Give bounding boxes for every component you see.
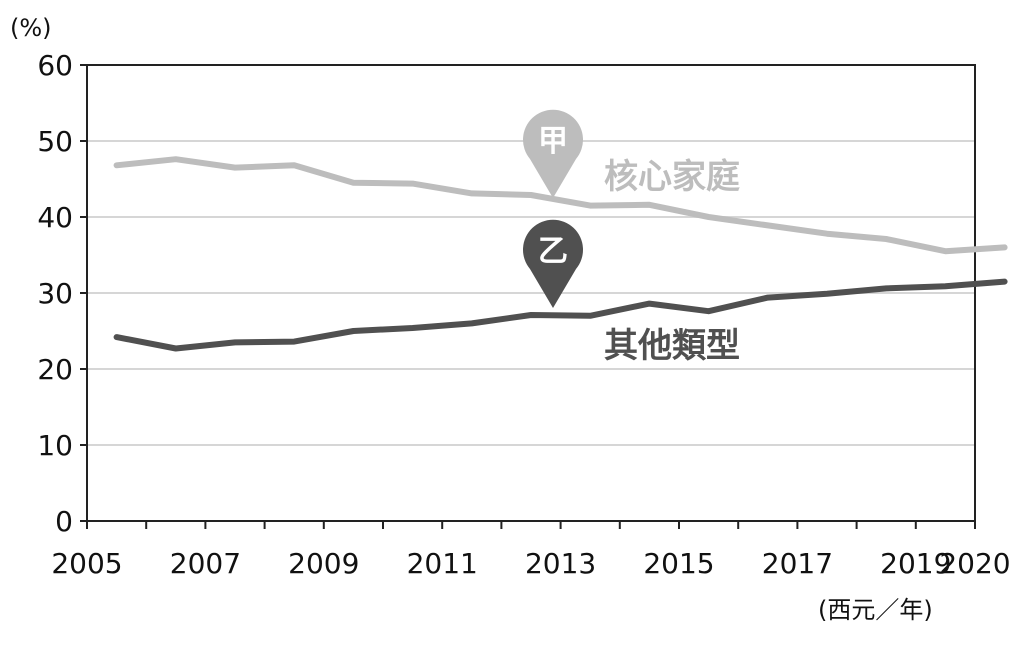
- y-unit-label: (%): [10, 14, 52, 42]
- x-tick-label-2007: 2007: [170, 547, 241, 580]
- marker-甲: 甲: [523, 109, 583, 198]
- y-tick-label-40: 40: [37, 201, 73, 234]
- y-tick-label-60: 60: [37, 49, 73, 82]
- x-tick-label-2013: 2013: [525, 547, 596, 580]
- marker-甲-glyph: 甲: [538, 124, 568, 159]
- series-markers: 甲乙: [523, 109, 583, 308]
- y-axis: 0 10 20 30 40 50 60: [37, 49, 87, 538]
- marker-乙-glyph: 乙: [538, 234, 568, 269]
- y-tick-label-30: 30: [37, 277, 73, 310]
- x-tick-label-2019: 2019: [880, 547, 951, 580]
- y-tick-label-10: 10: [37, 429, 73, 462]
- series-label-其他類型: 其他類型: [604, 326, 740, 366]
- x-tick-label-2015: 2015: [643, 547, 714, 580]
- series-line-核心家庭: [113, 156, 1008, 255]
- x-tick-label-2009: 2009: [288, 547, 359, 580]
- marker-乙-shape: [523, 219, 583, 308]
- series-layer: [113, 156, 1008, 352]
- series-line-其他類型: [113, 278, 1008, 352]
- y-tick-label-0: 0: [55, 505, 73, 538]
- x-unit-label: (西元／年): [818, 596, 933, 624]
- marker-甲-shape: [523, 109, 583, 198]
- x-tick-label-2005: 2005: [51, 547, 122, 580]
- series-label-核心家庭: 核心家庭: [604, 157, 740, 197]
- x-tick-label-2011: 2011: [407, 547, 478, 580]
- x-tick-label-2020: 2020: [939, 547, 1010, 580]
- x-tick-label-2017: 2017: [762, 547, 833, 580]
- y-tick-label-50: 50: [37, 125, 73, 158]
- marker-乙: 乙: [523, 219, 583, 308]
- y-tick-label-20: 20: [37, 353, 73, 386]
